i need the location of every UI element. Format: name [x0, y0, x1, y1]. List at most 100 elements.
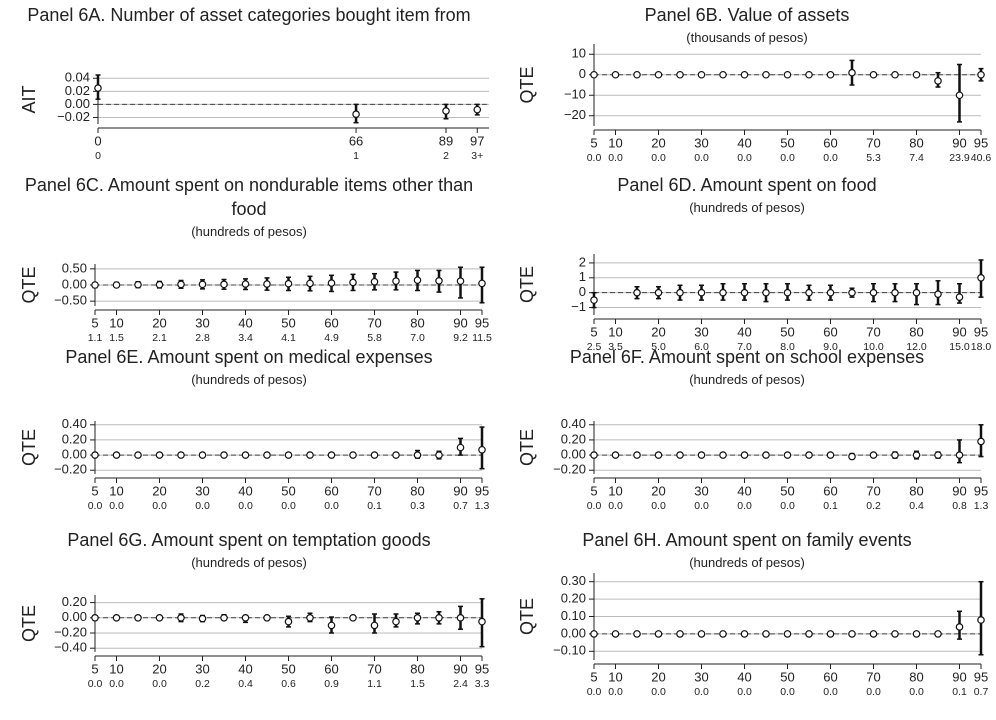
x2-tick-label: 12.0	[906, 341, 927, 353]
point-estimate	[306, 279, 314, 288]
point-estimate	[891, 288, 899, 297]
x-tick-label: 0	[94, 133, 101, 148]
x2-tick-label: 0.0	[88, 678, 103, 690]
panel-title: Panel 6F. Amount spent on school expense…	[569, 347, 925, 367]
x-tick-label: 70	[367, 315, 381, 330]
x-tick-label: 50	[281, 661, 295, 676]
y-tick-label: 0.30	[561, 573, 586, 588]
x-tick-label: 80	[410, 483, 424, 498]
y-tick-label: 0.00	[62, 276, 87, 291]
point-estimate	[697, 288, 706, 297]
x-tick-label: 40	[737, 135, 751, 150]
point-estimate	[719, 288, 727, 297]
point-estimate	[805, 288, 813, 297]
y-tick-label: 0.20	[561, 431, 586, 446]
x2-tick-label: 1.1	[88, 332, 103, 344]
x2-tick-label: 8.0	[780, 341, 795, 353]
x-tick-label: 90	[453, 661, 467, 676]
x-tick-label: 60	[823, 324, 837, 339]
y-tick-label: 0.00	[561, 447, 586, 462]
point-estimate	[220, 280, 228, 289]
x2-tick-label: 0.6	[281, 678, 296, 690]
y-tick-label: 0.04	[65, 70, 90, 85]
x-tick-label: 95	[475, 483, 489, 498]
x-tick-label: 30	[195, 661, 209, 676]
panel-subtitle: (thousands of pesos)	[686, 30, 808, 45]
y-tick-label: −1	[571, 299, 586, 314]
point-estimate	[241, 613, 250, 622]
x2-tick-label: 2.8	[195, 332, 210, 344]
x2-tick-label: 0.0	[737, 152, 752, 164]
x2-tick-label: 2.1	[152, 332, 167, 344]
x2-tick-label: 40.6	[971, 152, 992, 164]
point-estimate	[349, 613, 357, 622]
point-estimate	[284, 617, 293, 626]
point-estimate	[442, 107, 450, 115]
x-tick-label: 70	[866, 669, 880, 684]
x2-tick-label: 9.2	[453, 332, 468, 344]
point-estimate	[740, 630, 749, 638]
point-estimate	[869, 288, 878, 297]
x-tick-label: 80	[410, 661, 424, 676]
x2-tick-label: 0.0	[780, 686, 795, 698]
x2-tick-label: 0.0	[238, 500, 253, 512]
x-tick-label: 89	[439, 133, 453, 148]
x2-tick-label: 0.0	[608, 152, 623, 164]
x-tick-label: 20	[651, 135, 665, 150]
panel-subtitle: (hundreds of pesos)	[689, 555, 805, 570]
point-estimate	[112, 451, 121, 459]
x-tick-label: 60	[324, 315, 338, 330]
point-estimate	[611, 630, 620, 638]
x2-tick-label: 0.7	[974, 686, 989, 698]
x-tick-label: 60	[823, 483, 837, 498]
x2-tick-label: 3.4	[238, 332, 253, 344]
x-tick-label: 30	[195, 315, 209, 330]
point-estimate	[826, 630, 835, 638]
point-estimate	[349, 278, 357, 287]
x-tick-label: 80	[410, 315, 424, 330]
point-estimate	[284, 279, 293, 288]
point-estimate	[392, 451, 400, 459]
point-estimate	[241, 280, 250, 288]
point-estimate	[590, 296, 598, 304]
x2-tick-label: 0.0	[152, 500, 167, 512]
panel-subtitle: (hundreds of pesos)	[191, 555, 307, 570]
x2-tick-label: 0.1	[823, 500, 838, 512]
x-tick-label: 80	[909, 324, 923, 339]
x2-tick-label: 3.5	[608, 341, 623, 353]
point-estimate	[719, 70, 727, 79]
x-tick-label: 60	[324, 483, 338, 498]
point-estimate	[676, 451, 684, 459]
point-estimate	[676, 288, 684, 297]
panel-header: Panel 6G. Amount spent on temptation goo…	[14, 528, 484, 574]
point-estimate	[719, 630, 727, 638]
y-tick-label: −0.20	[54, 462, 87, 477]
y-tick-label: 10	[572, 46, 586, 61]
x-tick-label: 10	[109, 483, 123, 498]
x-tick-label: 10	[109, 661, 123, 676]
point-estimate	[91, 451, 99, 459]
point-estimate	[134, 613, 142, 622]
point-estimate	[478, 445, 486, 454]
x2-tick-label: 0.0	[587, 500, 602, 512]
x-tick-label: 60	[324, 661, 338, 676]
point-estimate	[891, 630, 899, 638]
panel-subtitle: (hundreds of pesos)	[689, 200, 805, 215]
x-tick-label: 90	[952, 135, 966, 150]
point-estimate	[934, 451, 942, 459]
x2-tick-label: 4.9	[324, 332, 339, 344]
y-tick-label: 0.10	[561, 608, 586, 623]
y-tick-label: 0	[579, 66, 586, 81]
y-tick-label: 0.40	[62, 416, 87, 431]
point-estimate	[762, 70, 770, 79]
y-tick-label: 0.00	[62, 447, 87, 462]
x2-tick-label: 10.0	[863, 341, 884, 353]
panel-subtitle: (hundreds of pesos)	[191, 372, 307, 387]
point-estimate	[155, 280, 164, 289]
x-tick-label: 20	[152, 661, 166, 676]
x2-tick-label: 0.0	[281, 500, 296, 512]
point-estimate	[155, 613, 164, 622]
point-estimate	[826, 451, 835, 459]
point-estimate	[370, 621, 379, 630]
